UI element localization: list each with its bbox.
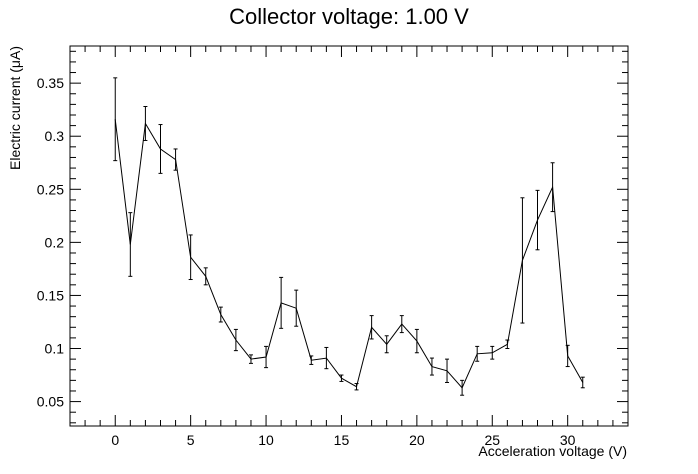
y-tick-label: 0.2 bbox=[45, 234, 65, 250]
plot-frame bbox=[69, 45, 629, 427]
x-axis-label: Acceleration voltage (V) bbox=[478, 443, 627, 459]
axes: 0 5 10 15 20 25 30 0.05 0.1 0.15 0.2 0.25 0.3 0.35 bbox=[37, 46, 629, 448]
y-tick-label: 0.05 bbox=[37, 394, 64, 410]
y-axis-label: Electric current (μA) bbox=[7, 46, 23, 170]
chart-title: Collector voltage: 1.00 V bbox=[229, 4, 469, 29]
series-line bbox=[114, 119, 584, 389]
y-tick-label: 0.3 bbox=[45, 128, 65, 144]
x-tick-label: 15 bbox=[334, 432, 350, 448]
y-tick-label: 0.1 bbox=[45, 341, 65, 357]
x-tick-label: 25 bbox=[484, 432, 500, 448]
x-tick-label: 30 bbox=[560, 432, 576, 448]
x-tick-label: 0 bbox=[111, 432, 119, 448]
x-tick-label: 5 bbox=[187, 432, 195, 448]
y-tick-label: 0.35 bbox=[37, 75, 64, 91]
error-bars bbox=[113, 77, 585, 396]
y-tick-label: 0.25 bbox=[37, 181, 64, 197]
x-tick-label: 10 bbox=[258, 432, 274, 448]
x-tick-label: 20 bbox=[409, 432, 425, 448]
y-tick-label: 0.15 bbox=[37, 287, 64, 303]
